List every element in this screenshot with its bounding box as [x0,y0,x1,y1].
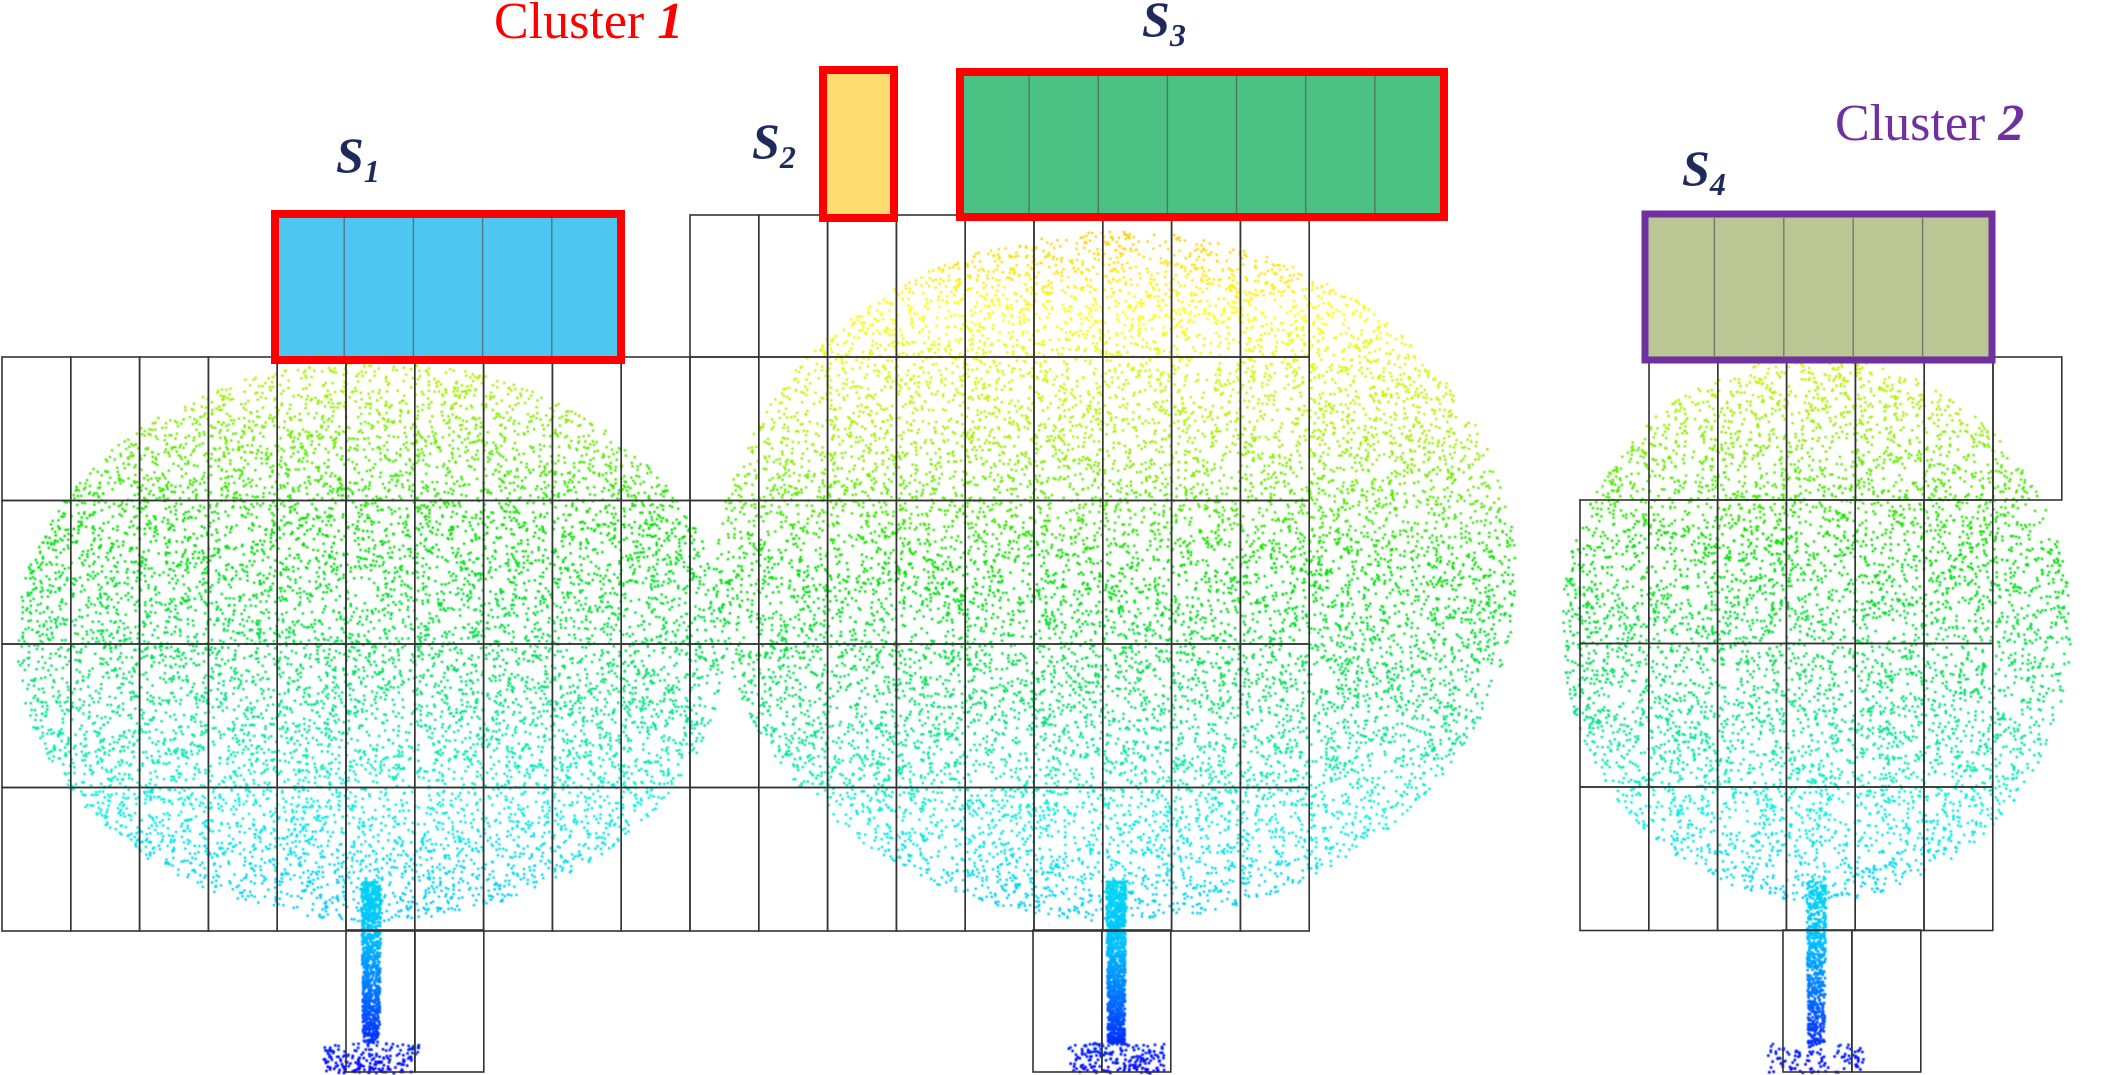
tree-point-cloud-icon [1562,355,2071,1074]
cluster-1-label: Cluster 1 [494,0,683,50]
segment-s4-label: S4 [1682,140,1726,202]
segment-box-s4 [1645,214,1992,360]
segment-s3-label: S3 [1142,0,1186,53]
segment-s2-label: S2 [752,113,796,175]
segment-s1-label: S1 [336,127,380,189]
cluster-2-label: Cluster 2 [1835,95,2024,152]
segment-box-s1 [275,214,621,360]
segment-box-s3 [960,72,1444,217]
segment-box-s2 [823,70,894,218]
